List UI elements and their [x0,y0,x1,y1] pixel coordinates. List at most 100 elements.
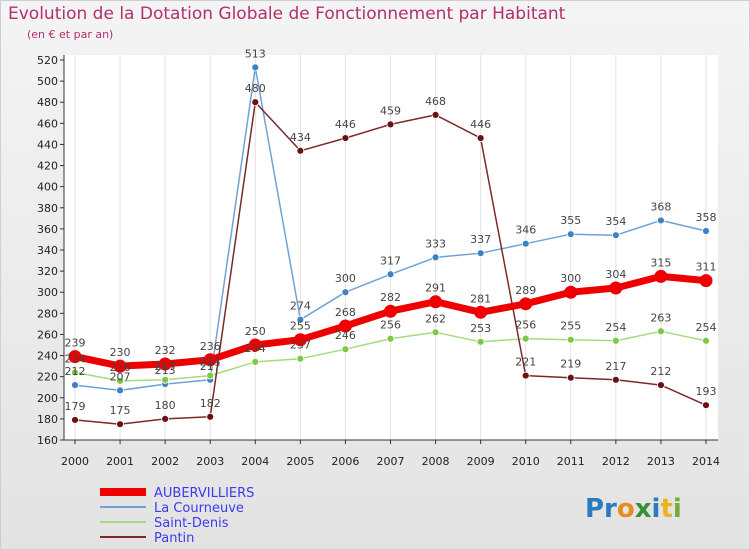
data-point [609,281,623,295]
y-tick-label: 320 [37,265,58,278]
data-point [116,386,124,395]
data-point [116,376,124,385]
data-point [68,350,82,364]
x-tick-label: 2007 [377,455,405,468]
data-point [611,336,620,345]
x-tick-label: 2009 [467,455,495,468]
data-point [386,120,395,129]
data-label: 217 [200,360,221,373]
data-point [476,134,485,143]
data-point [206,371,215,380]
data-point [116,420,124,429]
data-point [251,63,260,72]
data-point [702,401,710,410]
data-label: 180 [155,399,176,412]
data-label: 268 [335,306,356,319]
y-tick-label: 420 [37,160,58,173]
data-label: 254 [605,321,626,334]
data-label: 256 [380,319,401,332]
data-label: 304 [605,268,626,281]
data-point [521,334,530,343]
data-point [566,373,575,382]
data-point [431,328,440,337]
chart-subtitle: (en € et par an) [27,28,114,41]
data-point [474,305,488,319]
data-label: 234 [245,342,266,355]
data-label: 254 [696,321,717,334]
y-tick-label: 500 [37,75,58,88]
data-point [566,335,575,344]
data-point [702,227,710,235]
data-point [296,354,305,363]
data-label: 256 [515,319,536,332]
data-point [702,336,710,345]
data-label: 221 [515,356,536,369]
data-label: 262 [425,312,446,325]
x-tick-label: 2006 [331,455,359,468]
data-label: 358 [696,211,717,224]
data-label: 255 [560,320,581,333]
legend-label: La Courneuve [154,501,244,516]
data-point [384,304,397,318]
data-label: 217 [155,360,176,373]
data-point [161,375,170,384]
y-tick-label: 280 [37,307,58,320]
data-point [296,315,305,324]
data-point [611,231,620,240]
data-point [341,345,350,354]
x-tick-label: 2005 [286,455,314,468]
data-label: 175 [110,404,131,417]
data-label: 311 [696,261,717,274]
data-point [251,357,260,366]
data-point [161,414,170,423]
x-tick-label: 2012 [602,455,630,468]
y-tick-label: 160 [37,434,58,447]
data-label: 274 [290,300,311,313]
y-tick-label: 360 [37,223,58,236]
legend-label: AUBERVILLIERS [154,486,254,501]
proxiti-logo: Proxiti [585,494,682,524]
data-point [341,134,350,143]
data-point [611,375,620,384]
data-point [657,216,665,225]
data-label: 221 [200,356,221,369]
data-label: 207 [110,370,131,383]
data-label: 333 [425,237,446,250]
x-tick-label: 2008 [422,455,450,468]
x-tick-label: 2002 [151,455,179,468]
data-point [206,412,215,421]
y-tick-label: 300 [37,286,58,299]
y-tick-label: 220 [37,371,58,384]
x-tick-label: 2004 [241,455,269,468]
data-label: 337 [470,233,491,246]
data-label: 354 [605,215,626,228]
data-point [657,327,665,336]
legend-label: Pantin [154,531,194,546]
data-label: 237 [290,339,311,352]
data-point [386,270,395,279]
data-label: 224 [65,352,86,365]
data-point [564,285,578,299]
y-tick-label: 440 [37,138,58,151]
data-label: 446 [335,118,356,131]
data-label: 315 [650,256,671,269]
data-point [341,288,350,297]
data-point [386,334,395,343]
data-label: 346 [515,224,536,237]
data-point [654,269,668,283]
y-tick-label: 480 [37,96,58,109]
data-point [566,230,575,239]
data-label: 281 [470,292,491,305]
x-tick-label: 2003 [196,455,224,468]
data-point [657,381,665,390]
x-tick-label: 2013 [647,455,675,468]
y-tick-label: 240 [37,350,58,363]
data-label: 216 [110,361,131,374]
y-tick-label: 260 [37,328,58,341]
data-point [293,333,307,347]
data-point [296,146,305,155]
data-label: 212 [650,365,671,378]
data-label: 213 [155,364,176,377]
data-point [429,295,443,309]
data-point [476,337,485,346]
